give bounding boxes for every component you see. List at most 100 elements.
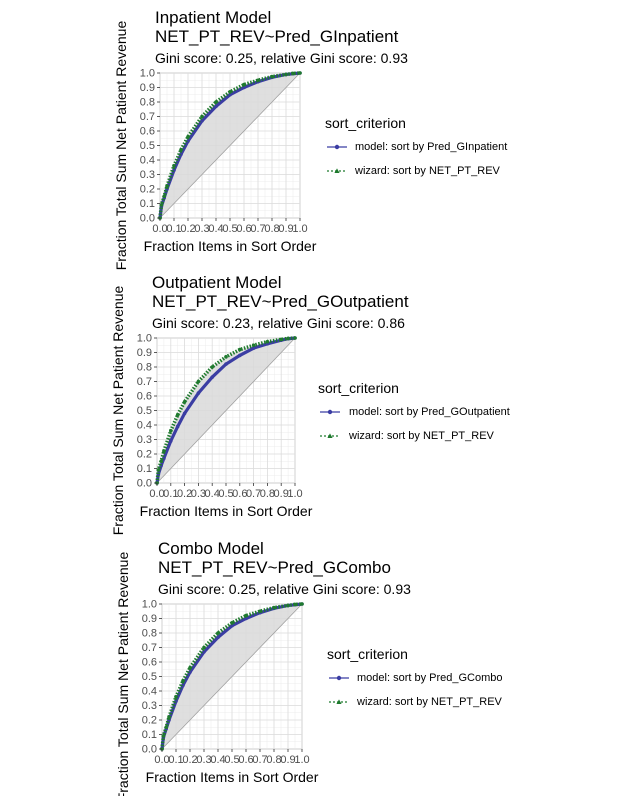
- data-point-wizard: [230, 621, 234, 625]
- data-point-wizard: [228, 90, 232, 94]
- y-tick-label: 0.0: [137, 478, 152, 490]
- x-tick-label: 0.1: [168, 754, 183, 766]
- y-tick-label: 0.2: [140, 184, 155, 196]
- data-point-wizard: [188, 666, 192, 670]
- x-tick-label: 0.4: [208, 223, 223, 235]
- data-point-wizard: [238, 347, 242, 352]
- y-axis-title: Fraction Total Sum Net Patient Revenue: [113, 21, 129, 271]
- y-tick-label: 0.1: [137, 463, 152, 475]
- baseline-diagonal: [156, 337, 296, 484]
- data-point-model: [200, 119, 204, 123]
- x-tick-label: 0.4: [210, 754, 225, 766]
- y-tick-label: 0.0: [140, 213, 155, 225]
- x-tick-label: 0.8: [260, 488, 275, 500]
- y-tick-label: 0.3: [142, 700, 157, 712]
- data-point-wizard: [258, 609, 262, 614]
- data-point-wizard: [167, 715, 171, 719]
- legend-key-marker-wizard: [327, 433, 333, 438]
- y-tick-label: 1.0: [142, 599, 157, 611]
- data-point-wizard: [224, 355, 228, 359]
- y-tick-label: 0.1: [140, 198, 155, 210]
- data-point-wizard: [279, 337, 284, 342]
- y-tick-label: 1.0: [137, 333, 152, 345]
- data-point-wizard: [244, 613, 248, 618]
- data-point-wizard: [265, 339, 270, 344]
- data-point-wizard: [202, 645, 206, 650]
- x-tick-label: 0.6: [236, 223, 251, 235]
- series-line-wizard: [155, 336, 296, 484]
- x-tick-label: 0.8: [264, 223, 279, 235]
- data-point-wizard: [293, 602, 297, 607]
- legend-key-marker-model: [334, 144, 340, 150]
- y-tick-label: 0.4: [140, 155, 155, 167]
- x-tick-label: 0.5: [218, 488, 233, 500]
- gain-curve-plot: 0.00.10.20.30.40.50.60.70.80.91.00.00.10…: [115, 552, 349, 796]
- data-point-wizard: [284, 72, 288, 77]
- x-tick-label: 0.9: [278, 223, 293, 235]
- data-point-wizard: [182, 400, 187, 404]
- data-point-model: [175, 424, 180, 429]
- data-point-wizard: [196, 379, 201, 384]
- data-point-wizard: [186, 135, 190, 139]
- chart-formula: NET_PT_REV~Pred_GCombo: [158, 558, 391, 577]
- data-point-model: [238, 353, 242, 358]
- chart-subtitle: Gini score: 0.23, relative Gini score: 0…: [152, 315, 405, 331]
- data-point-wizard: [159, 203, 164, 207]
- x-tick-label: 0.9: [280, 754, 295, 766]
- x-tick-label: 1.0: [294, 754, 309, 766]
- data-point-wizard: [210, 365, 214, 369]
- data-point-wizard: [298, 71, 302, 75]
- data-point-model: [169, 439, 173, 443]
- x-tick-label: 0.9: [274, 488, 289, 500]
- data-point-wizard: [251, 343, 256, 348]
- y-tick-label: 0.7: [140, 111, 155, 123]
- chart-panel-outpatient: Outpatient Model NET_PT_REV~Pred_GOutpat…: [0, 265, 644, 535]
- x-tick-label: 0.4: [205, 488, 220, 500]
- data-point-wizard: [164, 725, 168, 730]
- chart-formula: NET_PT_REV~Pred_GOutpatient: [152, 292, 409, 311]
- y-tick-label: 0.6: [140, 126, 155, 138]
- x-axis-title: Fraction Items in Sort Order: [140, 503, 313, 519]
- data-point-wizard: [179, 148, 183, 152]
- gain-curve-plot: 0.00.10.20.30.40.50.60.70.80.91.00.00.10…: [113, 21, 347, 270]
- data-point-wizard: [175, 413, 180, 417]
- y-tick-label: 0.9: [140, 82, 155, 94]
- y-tick-label: 0.8: [137, 362, 152, 374]
- y-tick-label: 0.9: [137, 347, 152, 359]
- y-tick-label: 0.2: [137, 449, 152, 461]
- y-tick-label: 0.4: [137, 420, 152, 432]
- x-tick-label: 0.6: [232, 488, 247, 500]
- x-tick-label: 0.5: [222, 223, 237, 235]
- x-axis-title: Fraction Items in Sort Order: [144, 238, 317, 254]
- y-tick-label: 0.4: [142, 686, 157, 698]
- y-tick-label: 0.5: [142, 671, 157, 683]
- legend-title: sort_criterion: [318, 380, 399, 396]
- data-point-wizard: [200, 114, 204, 119]
- data-point-wizard: [300, 602, 304, 606]
- x-tick-label: 0.2: [182, 754, 197, 766]
- data-point-wizard: [214, 100, 218, 104]
- data-point-model: [251, 346, 256, 350]
- y-tick-label: 0.5: [137, 405, 152, 417]
- legend-label-model: model: sort by Pred_GOutpatient: [349, 406, 510, 418]
- data-point-wizard: [286, 336, 290, 341]
- data-point-wizard: [162, 449, 166, 453]
- data-point-wizard: [169, 429, 173, 433]
- chart-title: Inpatient Model: [155, 8, 272, 27]
- legend-title: sort_criterion: [327, 646, 408, 662]
- legend-label-model: model: sort by Pred_GInpatient: [355, 141, 508, 153]
- x-tick-label: 1.0: [292, 223, 307, 235]
- y-tick-label: 0.7: [142, 642, 157, 654]
- y-tick-label: 0.9: [142, 613, 157, 625]
- data-point-model: [216, 635, 220, 640]
- baseline-diagonal: [159, 72, 301, 219]
- y-tick-label: 0.3: [140, 169, 155, 181]
- legend-key-marker-wizard: [336, 699, 342, 704]
- x-tick-label: 0.6: [238, 754, 253, 766]
- y-tick-label: 0.5: [140, 140, 155, 152]
- data-point-model: [228, 92, 232, 97]
- x-tick-label: 0.3: [191, 488, 206, 500]
- y-tick-label: 0.6: [142, 657, 157, 669]
- legend-label-wizard: wizard: sort by NET_PT_REV: [357, 696, 502, 708]
- data-point-model: [230, 623, 234, 628]
